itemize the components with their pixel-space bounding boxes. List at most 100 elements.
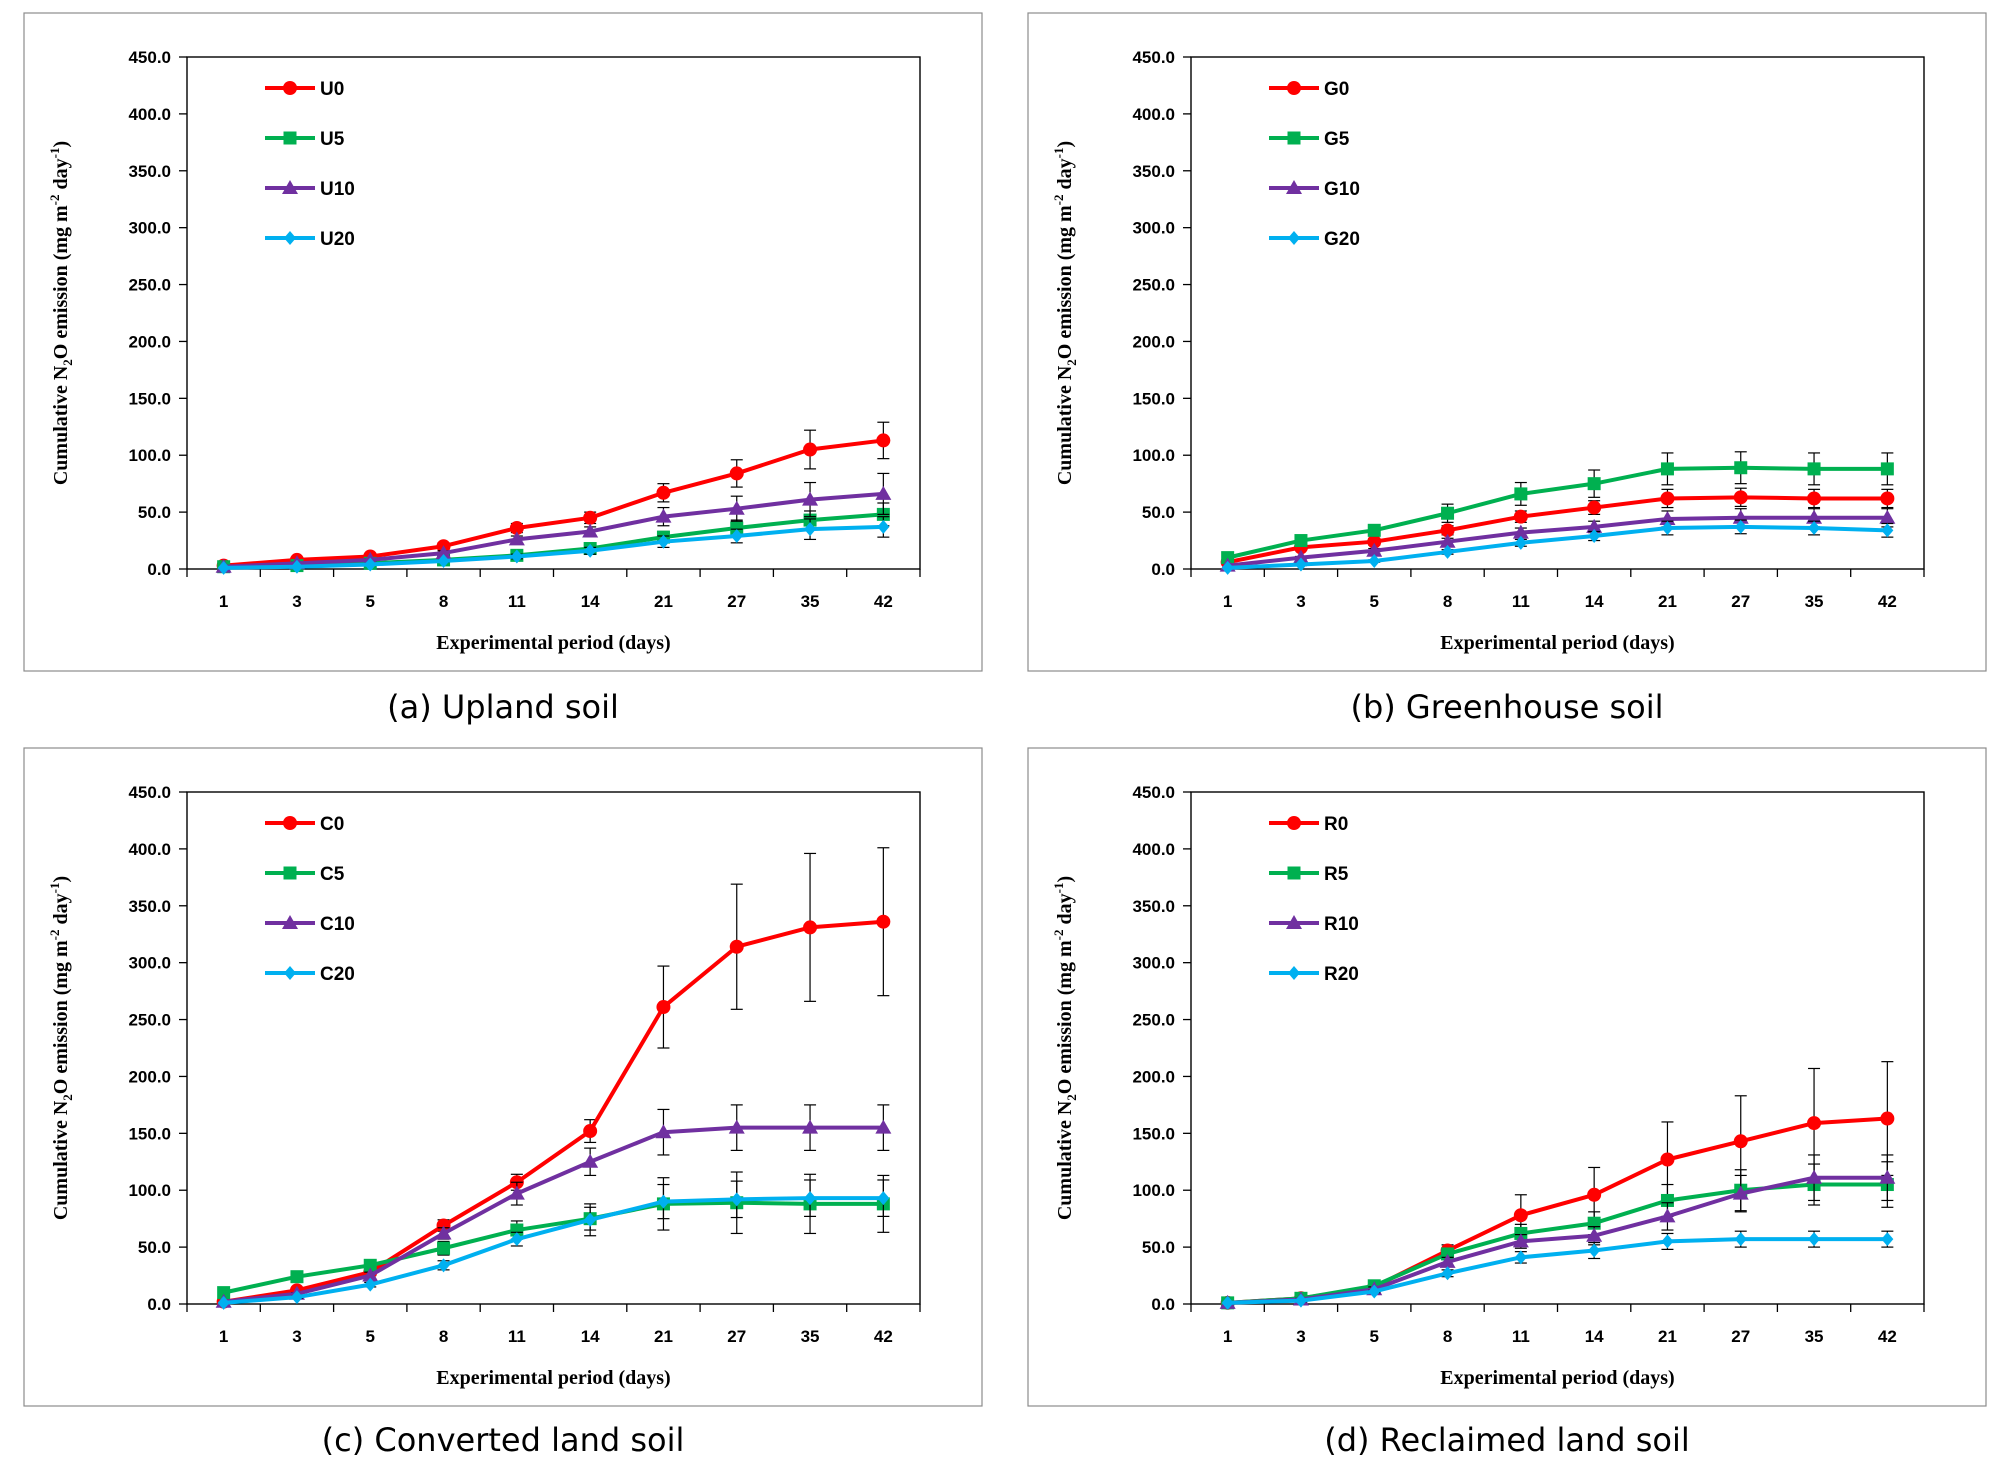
x-tick-label: 27 [727, 1327, 746, 1346]
data-point [1806, 1169, 1823, 1184]
y-tick-label: 450.0 [1132, 783, 1175, 802]
x-tick-label: 5 [366, 1327, 375, 1346]
x-tick-label: 8 [439, 592, 448, 611]
data-point [655, 1124, 672, 1139]
data-point [730, 1192, 743, 1207]
legend-entry-C10: C10 [265, 914, 355, 935]
legend-entry-C0: C0 [265, 814, 344, 835]
y-axis-title: Cumulative N2O emission (mg m-2 day-1) [1051, 876, 1079, 1220]
x-tick-label: 27 [727, 592, 746, 611]
data-point [1513, 1208, 1528, 1223]
data-point [1440, 523, 1455, 538]
x-tick-label: 21 [654, 592, 673, 611]
legend-entry-R0: R0 [1269, 814, 1348, 835]
x-tick-label: 27 [1731, 592, 1750, 611]
y-axis-title-part: 2 [60, 359, 75, 366]
y-tick-label: 250.0 [1132, 276, 1175, 295]
y-tick-label: 50.0 [1142, 1238, 1175, 1257]
legend-entry-U10: U10 [265, 179, 355, 200]
data-point [437, 554, 450, 569]
legend-label: R0 [1324, 814, 1348, 835]
legend-label: U10 [320, 179, 355, 200]
legend-marker [284, 231, 296, 245]
series-line [223, 919, 884, 1304]
data-point [876, 914, 891, 929]
data-point [1808, 521, 1821, 536]
plot-area [186, 56, 921, 570]
data-point [1294, 1293, 1307, 1308]
data-point [1588, 1243, 1601, 1258]
y-tick-label: 300.0 [128, 219, 171, 238]
y-tick-label: 350.0 [128, 897, 171, 916]
data-point [657, 534, 670, 549]
data-point [1807, 1116, 1822, 1131]
data-point [1514, 487, 1528, 501]
caption-reclaimed: (d) Reclaimed land soil [1324, 1421, 1690, 1459]
x-tick-label: 21 [1658, 1327, 1677, 1346]
x-tick-label: 5 [366, 592, 375, 611]
y-tick-label: 150.0 [1132, 389, 1175, 408]
series-line [223, 524, 884, 570]
chart-upland: 0.0 50.0 100.0 150.0 200.0 250.0 300.0 350.0 400… [23, 12, 983, 672]
y-axis-title-part: -2 [47, 194, 62, 205]
legend-marker [283, 816, 297, 830]
data-point [363, 1258, 377, 1272]
y-tick-label: 200.0 [1132, 332, 1175, 351]
y-axis-title-part: ) [50, 876, 72, 883]
data-point [729, 939, 744, 954]
y-tick-label: 50.0 [138, 503, 171, 522]
data-point [508, 531, 525, 546]
x-tick-label: 1 [1223, 1327, 1232, 1346]
data-point [510, 1223, 524, 1237]
series-line [223, 1125, 884, 1304]
data-point [875, 1119, 892, 1134]
x-tick-label: 14 [581, 592, 600, 611]
data-point [1514, 535, 1527, 550]
x-tick-label: 3 [292, 1327, 301, 1346]
data-point [1292, 549, 1309, 564]
x-tick-label: 14 [1585, 592, 1604, 611]
y-tick-label: 0.0 [1151, 1295, 1175, 1314]
data-point [583, 510, 598, 525]
data-point [1660, 462, 1674, 476]
legend-entry-C5: C5 [265, 864, 345, 885]
legend-marker [1287, 81, 1301, 95]
x-tick-label: 8 [439, 1327, 448, 1346]
data-point [1587, 477, 1601, 491]
series-line [1227, 524, 1888, 570]
legend-label: C0 [320, 814, 344, 835]
caption-greenhouse: (b) Greenhouse soil [1350, 688, 1664, 726]
data-point [584, 1212, 597, 1227]
legend-entry-G0: G0 [1269, 79, 1349, 100]
y-axis-title-part: ) [1054, 876, 1076, 883]
y-axis-title-part: 2 [1064, 359, 1079, 366]
legend-label: C5 [320, 864, 345, 885]
legend-label: U5 [320, 129, 345, 150]
plot-area [1190, 56, 1925, 570]
y-axis-title-part: Cumulative N [50, 1100, 72, 1220]
data-point [1734, 1232, 1747, 1247]
data-point [364, 1277, 377, 1292]
data-point [217, 560, 230, 575]
y-tick-label: 100.0 [128, 446, 171, 465]
data-point [1881, 1232, 1894, 1247]
legend-entry-R10: R10 [1269, 914, 1359, 935]
legend-label: C20 [320, 964, 355, 985]
legend-marker [1287, 816, 1301, 830]
series-C0 [216, 847, 891, 1309]
y-tick-label: 100.0 [1132, 446, 1175, 465]
data-point [1733, 1134, 1748, 1149]
data-point [875, 485, 892, 500]
data-point [1368, 554, 1381, 569]
data-point [1439, 533, 1456, 548]
data-point [1660, 1193, 1674, 1207]
legend-label: U0 [320, 79, 344, 100]
legend-label: C10 [320, 914, 355, 935]
y-axis-title-part: O emission (mg m [1054, 205, 1076, 359]
data-point [1880, 462, 1894, 476]
x-tick-label: 14 [1585, 1327, 1604, 1346]
data-point [1367, 534, 1382, 549]
data-point [364, 557, 377, 572]
x-tick-label: 3 [1296, 592, 1305, 611]
data-point [730, 521, 744, 535]
